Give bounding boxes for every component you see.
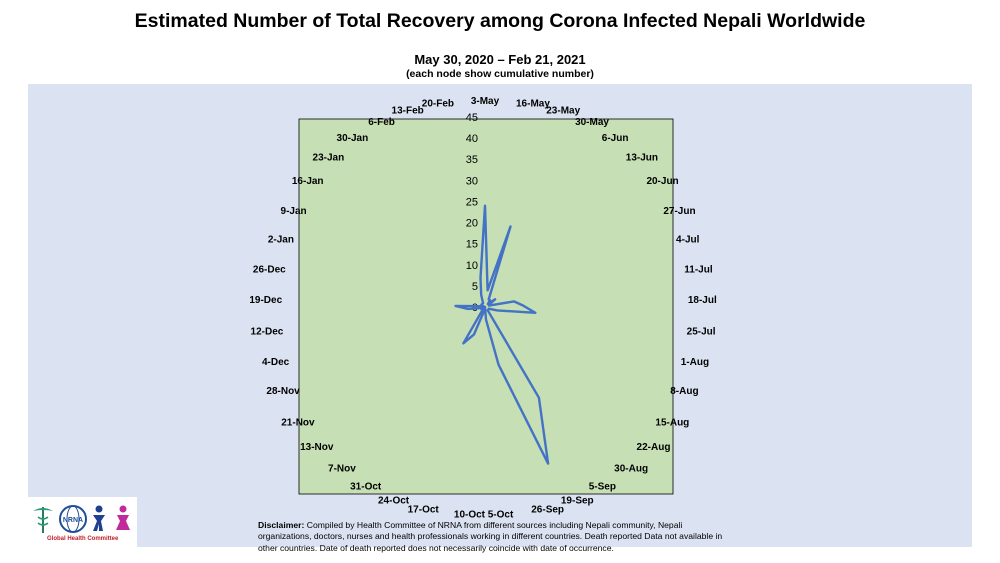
category-label: 15-Aug: [655, 417, 689, 428]
category-label: 5-Sep: [589, 481, 616, 492]
radial-tick-label: 30: [466, 175, 478, 187]
radial-tick-label: 45: [466, 112, 478, 124]
category-label: 28-Nov: [266, 386, 300, 397]
category-label: 19-Sep: [561, 495, 594, 506]
category-label: 22-Aug: [637, 442, 671, 453]
category-label: 10-Oct: [454, 509, 486, 520]
svg-text:NRNA: NRNA: [63, 517, 83, 524]
category-label: 19-Dec: [249, 295, 282, 306]
category-label: 7-Nov: [328, 464, 356, 475]
category-label: 1-Aug: [681, 357, 709, 368]
radial-tick-label: 35: [466, 154, 478, 166]
radial-tick-label: 20: [466, 218, 478, 230]
category-label: 16-May: [516, 98, 550, 109]
logo-caption: Global Health Committee: [47, 536, 119, 542]
series-line: [454, 204, 550, 465]
category-label: 30-Jan: [337, 133, 369, 144]
category-label: 4-Jul: [676, 234, 700, 245]
category-label: 9-Jan: [281, 206, 307, 217]
category-label: 18-Jul: [688, 295, 717, 306]
category-label: 26-Sep: [531, 505, 564, 516]
category-label: 16-Jan: [292, 176, 324, 187]
category-label: 6-Jun: [602, 133, 629, 144]
category-label: 8-Aug: [670, 386, 698, 397]
radial-tick-label: 25: [466, 196, 478, 208]
radial-tick-label: 15: [466, 239, 478, 251]
globe-icon: NRNA: [59, 505, 87, 533]
category-label: 20-Jun: [646, 176, 678, 187]
disclaimer-label: Disclaimer:: [258, 520, 305, 530]
category-label: 20-Feb: [422, 98, 454, 109]
chart-subtitle: May 30, 2020 – Feb 21, 2021: [414, 52, 586, 67]
radial-tick-label: 40: [466, 133, 478, 145]
category-label: 4-Dec: [262, 357, 290, 368]
person-icon: [93, 505, 105, 531]
category-label: 6-Feb: [368, 117, 395, 128]
category-label: 31-Oct: [350, 481, 382, 492]
category-label: 13-Jun: [626, 153, 658, 164]
category-label: 13-Nov: [300, 442, 334, 453]
nrna-logo: NRNA Global Health Committee: [27, 497, 137, 547]
category-label: 27-Jun: [663, 206, 695, 217]
category-label: 30-Aug: [614, 464, 648, 475]
logo-graphic: NRNA: [33, 505, 130, 533]
category-label: 2-Jan: [268, 234, 294, 245]
radial-tick-label: 10: [466, 260, 478, 272]
category-label: 3-May: [471, 96, 500, 107]
category-label: 13-Feb: [392, 105, 424, 116]
chart-note: (each node show cumulative number): [406, 68, 594, 80]
category-label: 23-May: [546, 105, 580, 116]
radial-tick-label: 5: [472, 281, 478, 293]
category-label: 25-Jul: [687, 326, 716, 337]
chart-title: Estimated Number of Total Recovery among…: [134, 10, 866, 32]
category-label: 21-Nov: [281, 417, 315, 428]
disclaimer: Disclaimer: Compiled by Health Committee…: [258, 520, 738, 554]
category-label: 11-Jul: [684, 264, 713, 275]
disclaimer-text: Compiled by Health Committee of NRNA fro…: [258, 520, 723, 553]
category-label: 24-Oct: [378, 495, 410, 506]
category-label: 30-May: [575, 117, 609, 128]
category-label: 5-Oct: [488, 509, 514, 520]
woman-icon: [116, 505, 130, 530]
category-label: 26-Dec: [253, 264, 286, 275]
category-label: 23-Jan: [313, 153, 345, 164]
category-label: 12-Dec: [251, 326, 284, 337]
category-label: 17-Oct: [408, 505, 440, 516]
caduceus-icon: [33, 507, 53, 533]
